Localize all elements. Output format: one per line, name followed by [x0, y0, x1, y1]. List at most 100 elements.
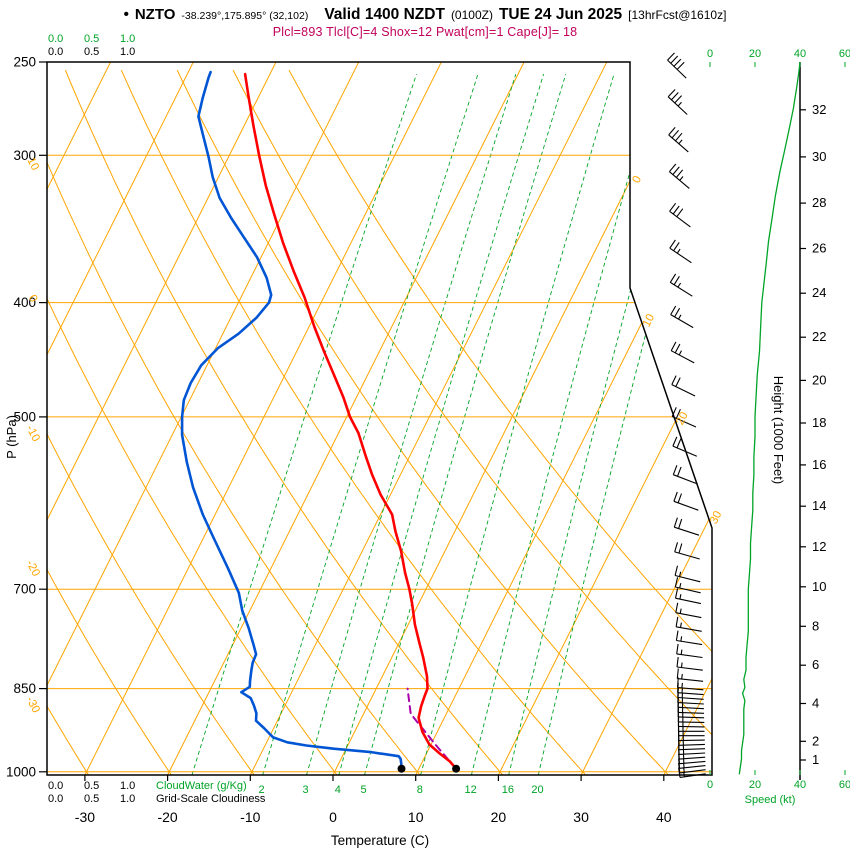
- forecast-run-info: [13hrFcst@1610z]: [628, 8, 727, 22]
- valid-time: Valid 1400 NZDT: [324, 6, 445, 23]
- svg-text:20: 20: [812, 372, 826, 387]
- svg-text:0: 0: [329, 809, 337, 825]
- plot-border: [46, 61, 713, 776]
- surface-dots: [397, 764, 461, 773]
- dry-adiabats-grid: [47, 69, 712, 775]
- sounding-curves: [180, 70, 458, 770]
- svg-text:400: 400: [13, 295, 36, 310]
- svg-text:3: 3: [302, 784, 308, 796]
- cloudwater-tick: 0.0: [48, 780, 64, 792]
- parcel-curve: [406, 687, 458, 770]
- wind-barbs: [667, 52, 706, 778]
- skewt-grid: [47, 62, 712, 775]
- svg-text:10: 10: [812, 579, 826, 594]
- height-axis-title: Height (1000 Feet): [771, 376, 786, 484]
- svg-text:0: 0: [707, 779, 713, 791]
- svg-text:22: 22: [812, 329, 826, 344]
- svg-text:60: 60: [839, 779, 850, 791]
- cloudwater-tick: 1.0: [120, 33, 136, 45]
- cloudiness-scale-top: 0.0 0.5 1.0: [48, 46, 156, 58]
- svg-text:60: 60: [839, 48, 850, 60]
- pressure-axis-title: P (hPa): [4, 415, 19, 459]
- svg-text:1000: 1000: [6, 764, 36, 779]
- svg-text:500: 500: [13, 409, 36, 424]
- svg-text:40: 40: [794, 48, 806, 60]
- svg-text:0: 0: [631, 174, 645, 185]
- svg-text:250: 250: [13, 55, 36, 70]
- svg-text:20: 20: [749, 779, 761, 791]
- svg-text:10: 10: [641, 312, 658, 329]
- chart-title: • NZTO -38.239°,175.895° (32,102) Valid …: [0, 6, 850, 24]
- svg-text:-20: -20: [157, 809, 177, 825]
- svg-text:6: 6: [812, 657, 819, 672]
- svg-text:14: 14: [812, 498, 826, 513]
- station-id: NZTO: [134, 6, 176, 23]
- svg-text:16: 16: [502, 784, 514, 796]
- svg-text:5: 5: [360, 784, 366, 796]
- station-bullet: •: [123, 6, 129, 23]
- svg-text:40: 40: [656, 809, 672, 825]
- svg-text:8: 8: [812, 618, 819, 633]
- cloudiness-tick: 0.0: [48, 793, 64, 805]
- stability-indices: Plcl=893 Tlcl[C]=4 Shox=12 Pwat[cm]=1 Ca…: [272, 25, 578, 39]
- temperature-axis-title: Temperature (C): [331, 833, 429, 848]
- pressure-axis: 250 300 400 500 700 850 1000: [6, 55, 47, 779]
- svg-text:12: 12: [812, 539, 826, 554]
- adiabat-labels: 10 0 -10 -20 -30: [23, 156, 41, 715]
- svg-text:12: 12: [464, 784, 476, 796]
- cloudiness-scale-bottom: 0.0 0.5 1.0 Grid-Scale Cloudiness: [48, 793, 265, 805]
- cloudwater-tick: 1.0: [120, 780, 136, 792]
- svg-text:4: 4: [335, 784, 341, 796]
- svg-text:10: 10: [408, 809, 424, 825]
- svg-text:0: 0: [26, 293, 40, 304]
- cloudiness-axis-label: Grid-Scale Cloudiness: [156, 793, 266, 805]
- cloudwater-tick: 0.5: [84, 780, 100, 792]
- svg-text:28: 28: [812, 195, 826, 210]
- valid-date: TUE 24 Jun 2025: [498, 6, 623, 23]
- speed-axis-title: Speed (kt): [745, 794, 796, 806]
- cloudiness-tick: 1.0: [120, 793, 136, 805]
- svg-text:26: 26: [812, 241, 826, 256]
- svg-text:4: 4: [812, 696, 819, 711]
- station-coordinates: -38.239°,175.895° (32,102): [181, 10, 309, 22]
- svg-text:300: 300: [13, 148, 36, 163]
- cloudiness-tick: 0.0: [48, 46, 64, 58]
- svg-text:18: 18: [812, 415, 826, 430]
- cloudwater-tick: 0.0: [48, 33, 64, 45]
- svg-text:20: 20: [749, 48, 761, 60]
- svg-text:-10: -10: [240, 809, 260, 825]
- svg-text:20: 20: [674, 410, 691, 427]
- svg-text:850: 850: [13, 681, 36, 696]
- isotherm-labels: 0 10 20 30: [631, 174, 725, 526]
- surface-dewpoint-dot: [397, 764, 406, 773]
- svg-text:30: 30: [708, 509, 725, 526]
- cloudwater-tick: 0.5: [84, 33, 100, 45]
- svg-text:40: 40: [794, 779, 806, 791]
- svg-text:20: 20: [531, 784, 543, 796]
- cloudiness-tick: 1.0: [120, 46, 136, 58]
- svg-text:20: 20: [491, 809, 507, 825]
- svg-text:0: 0: [707, 48, 713, 60]
- svg-text:1: 1: [812, 752, 819, 767]
- temperature-curve: [243, 72, 458, 770]
- valid-time-utc: (0100Z): [450, 8, 493, 22]
- cloudwater-scale-top: 0.0 0.5 1.0: [48, 33, 156, 45]
- height-axis: 32 30 28 26 24 22 20 18 16 14 12 10 8 6 4 2 1: [799, 62, 826, 780]
- svg-text:-30: -30: [23, 695, 41, 715]
- svg-text:30: 30: [812, 149, 826, 164]
- pressure-gridlines: [47, 154, 712, 773]
- svg-text:700: 700: [13, 582, 36, 597]
- svg-text:-30: -30: [75, 809, 95, 825]
- svg-text:8: 8: [417, 784, 423, 796]
- cloudwater-scale-bottom: 0.0 0.5 1.0 CloudWater (g/Kg): [48, 780, 247, 792]
- svg-text:-10: -10: [23, 423, 41, 443]
- mixing-ratio-labels: 2 3 4 5 8 12 16 20: [259, 784, 544, 796]
- svg-text:30: 30: [573, 809, 589, 825]
- speed-curve: [738, 61, 801, 775]
- svg-text:2: 2: [812, 733, 819, 748]
- cloudiness-tick: 0.5: [84, 793, 100, 805]
- svg-text:2: 2: [259, 784, 265, 796]
- svg-text:10: 10: [24, 156, 41, 173]
